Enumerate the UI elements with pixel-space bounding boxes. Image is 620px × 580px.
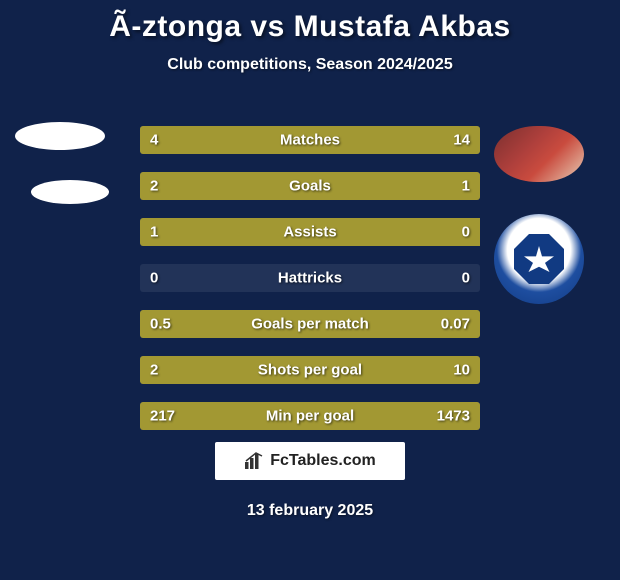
chart-icon: [244, 452, 264, 470]
bar-value-right: 1473: [437, 408, 470, 425]
bar-value-right: 0: [462, 270, 470, 287]
bar-value-right: 10: [453, 362, 470, 379]
bar-label: Matches: [280, 132, 340, 149]
bar-value-left: 2: [150, 362, 158, 379]
page-title: Ã-ztonga vs Mustafa Akbas: [0, 0, 620, 44]
stat-row: 1 0 Assists: [140, 218, 480, 246]
bar-label: Goals: [289, 178, 331, 195]
bar-value-left: 4: [150, 132, 158, 149]
bar-fill-right: [215, 126, 480, 154]
bar-value-right: 0: [462, 224, 470, 241]
bar-value-right: 0.07: [441, 316, 470, 333]
watermark-text: FcTables.com: [270, 452, 376, 470]
bar-fill-left: [140, 356, 198, 384]
stat-row: 2 1 Goals: [140, 172, 480, 200]
player-left-avatar: [15, 122, 105, 150]
bar-value-left: 0: [150, 270, 158, 287]
bar-label: Min per goal: [266, 408, 354, 425]
stat-row: 2 10 Shots per goal: [140, 356, 480, 384]
bar-value-left: 0.5: [150, 316, 171, 333]
date-text: 13 february 2025: [247, 502, 373, 520]
bar-label: Goals per match: [251, 316, 369, 333]
stat-row: 0 0 Hattricks: [140, 264, 480, 292]
page-subtitle: Club competitions, Season 2024/2025: [0, 56, 620, 74]
bar-value-left: 1: [150, 224, 158, 241]
bar-label: Hattricks: [278, 270, 342, 287]
bar-fill-left: [140, 172, 368, 200]
bar-value-right: 14: [453, 132, 470, 149]
bar-value-left: 217: [150, 408, 175, 425]
stat-row: 0.5 0.07 Goals per match: [140, 310, 480, 338]
bar-label: Shots per goal: [258, 362, 362, 379]
club-left-avatar: [31, 180, 109, 204]
bar-value-left: 2: [150, 178, 158, 195]
bar-label: Assists: [283, 224, 336, 241]
club-right-avatar: [494, 214, 584, 304]
stat-row: 217 1473 Min per goal: [140, 402, 480, 430]
player-right-avatar: [494, 126, 584, 182]
stat-row: 4 14 Matches: [140, 126, 480, 154]
watermark: FcTables.com: [215, 442, 405, 480]
bar-value-right: 1: [462, 178, 470, 195]
